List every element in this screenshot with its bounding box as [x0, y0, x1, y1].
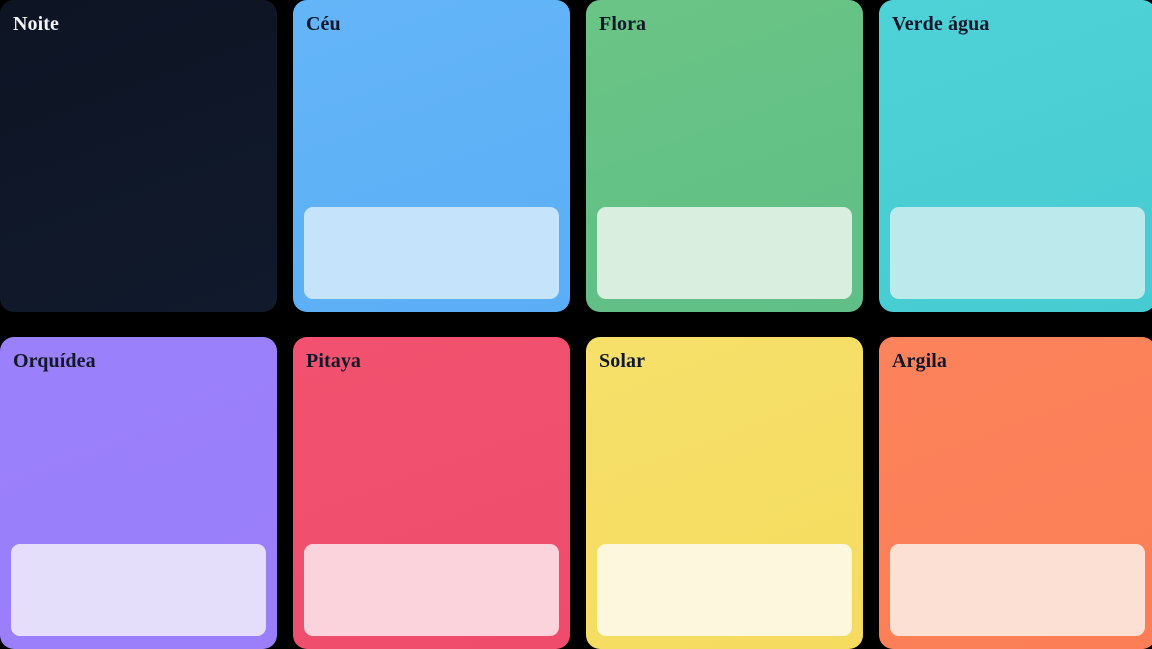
- swatch-tint-chip[interactable]: [890, 544, 1145, 636]
- swatch-tint-chip[interactable]: [304, 544, 559, 636]
- color-swatch-card[interactable]: Argila: [879, 337, 1152, 649]
- color-swatch-card[interactable]: Noite: [0, 0, 277, 312]
- swatch-title: Céu: [306, 13, 341, 35]
- swatch-title: Noite: [13, 13, 60, 35]
- swatch-tint-chip[interactable]: [304, 207, 559, 299]
- swatch-title: Argila: [892, 350, 948, 372]
- swatch-title: Orquídea: [13, 350, 96, 372]
- swatch-title: Verde água: [892, 13, 990, 35]
- color-swatch-card[interactable]: Flora: [586, 0, 863, 312]
- swatch-tint-chip[interactable]: [597, 544, 852, 636]
- swatch-title: Pitaya: [306, 350, 362, 372]
- color-swatch-card[interactable]: Céu: [293, 0, 570, 312]
- color-swatch-card[interactable]: Pitaya: [293, 337, 570, 649]
- color-swatch-card[interactable]: Orquídea: [0, 337, 277, 649]
- swatch-tint-chip[interactable]: [597, 207, 852, 299]
- color-swatch-card[interactable]: Solar: [586, 337, 863, 649]
- swatch-title: Solar: [599, 350, 646, 372]
- color-swatch-card[interactable]: Verde água: [879, 0, 1152, 312]
- swatch-tint-chip[interactable]: [890, 207, 1145, 299]
- swatch-tint-chip[interactable]: [11, 544, 266, 636]
- swatch-title: Flora: [599, 13, 647, 35]
